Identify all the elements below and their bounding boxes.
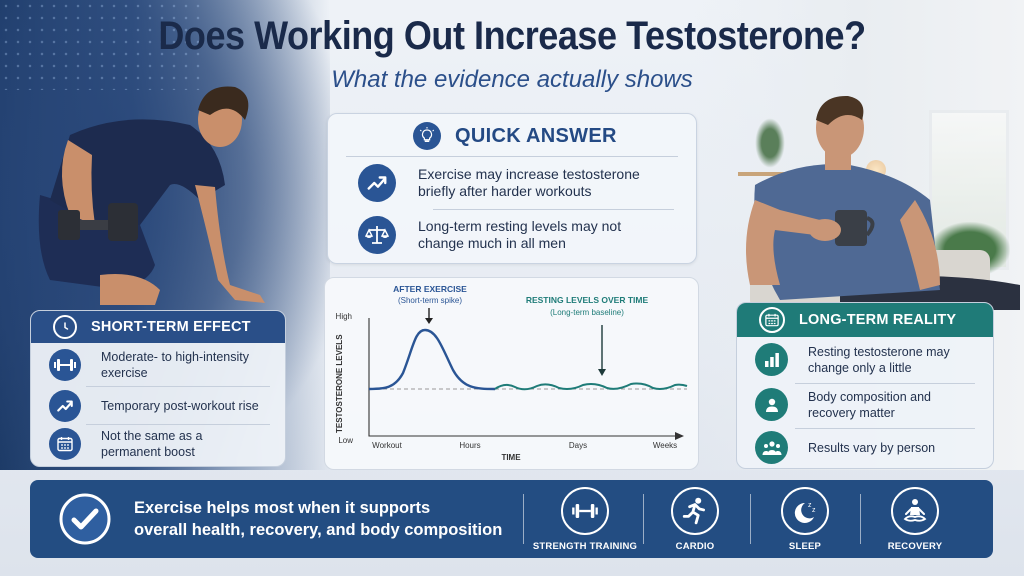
meditation-icon (891, 487, 939, 535)
y-axis-label: TESTOSTERONE LEVELS (335, 334, 344, 433)
lightbulb-icon (413, 122, 441, 150)
quick-answer-card: QUICK ANSWER Exercise may increase testo… (327, 113, 697, 264)
x-tick: Hours (459, 441, 480, 450)
long-term-item: Resting testosterone may change only a l… (755, 343, 950, 376)
annotation-after-exercise: AFTER EXERCISE (393, 284, 467, 294)
summary-banner: Exercise helps most when it supports ove… (30, 480, 993, 558)
man-lifting-dumbbell-photo (38, 86, 265, 305)
man-relaxing-with-coffee-photo (746, 95, 1020, 310)
pillar-label: STRENGTH TRAINING (532, 541, 638, 552)
check-circle-icon (58, 492, 112, 551)
person-icon (755, 388, 788, 421)
long-term-reality-card: LONG-TERM REALITY Resting testosterone m… (736, 302, 994, 469)
y-tick-low: Low (338, 436, 353, 445)
short-term-text: permanent boost (101, 445, 195, 459)
long-term-item: Results vary by person (755, 431, 935, 464)
svg-text:z: z (812, 507, 816, 514)
dumbbell-icon (49, 349, 81, 381)
decorative-dot-grid (0, 0, 200, 90)
long-term-text: Body composition and (808, 389, 931, 404)
x-tick: Workout (372, 441, 402, 450)
dumbbell-icon (561, 487, 609, 535)
calendar-icon (759, 307, 785, 333)
pillar-cardio: CARDIO (640, 487, 750, 552)
testosterone-line-chart: AFTER EXERCISE (Short-term spike) RESTIN… (335, 284, 688, 462)
running-icon (671, 487, 719, 535)
x-axis-label: TIME (501, 453, 521, 462)
divider (795, 428, 975, 429)
group-icon (755, 431, 788, 464)
calendar-icon (49, 428, 81, 460)
long-term-text: Resting testosterone may (808, 344, 950, 359)
y-tick-high: High (336, 312, 352, 321)
bar-chart-icon (755, 343, 788, 376)
page-subtitle: What the evidence actually shows (331, 66, 693, 93)
page-title: Does Working Out Increase Testosterone? (158, 14, 866, 58)
pillar-label: CARDIO (675, 541, 715, 552)
short-term-title: SHORT-TERM EFFECT (91, 319, 251, 335)
long-term-text: change only a little (808, 360, 912, 375)
shelf-decor (738, 172, 788, 176)
short-term-header: SHORT-TERM EFFECT (31, 311, 285, 343)
x-tick: Weeks (653, 441, 677, 450)
divider (433, 209, 674, 210)
testosterone-chart-card: AFTER EXERCISE (Short-term spike) RESTIN… (324, 277, 699, 470)
short-term-item: Moderate- to high-intensity exercise (49, 349, 249, 381)
divider (860, 494, 861, 544)
quick-answer-header: QUICK ANSWER (413, 122, 617, 150)
quick-answer-title: QUICK ANSWER (455, 124, 617, 147)
divider (750, 494, 751, 544)
pillar-label: SLEEP (788, 541, 822, 552)
divider (86, 386, 270, 387)
pillar-strength-training: STRENGTH TRAINING (530, 487, 640, 552)
short-term-item: Not the same as a permanent boost (49, 428, 202, 460)
banner-line: overall health, recovery, and body compo… (134, 521, 503, 539)
pillar-recovery: RECOVERY (860, 487, 970, 552)
short-term-text: Moderate- to high-intensity (101, 350, 249, 364)
short-term-text: Not the same as a (101, 429, 203, 443)
quick-answer-text: change much in all men (418, 235, 566, 251)
pillar-label: RECOVERY (887, 541, 943, 552)
balance-scale-icon (358, 216, 396, 254)
divider (523, 494, 524, 544)
quick-answer-text: Long-term resting levels may not (418, 218, 622, 234)
annotation-resting-levels-sub: (Long-term baseline) (550, 308, 624, 317)
short-term-effect-card: SHORT-TERM EFFECT Moderate- to high-inte… (30, 310, 286, 467)
plant-decor (755, 118, 785, 168)
quick-answer-text: briefly after harder workouts (418, 183, 592, 199)
svg-text:z: z (808, 502, 812, 509)
banner-message: Exercise helps most when it supports ove… (134, 497, 502, 541)
short-term-text: Temporary post-workout rise (101, 399, 259, 413)
banner-line: Exercise helps most when it supports (134, 499, 431, 517)
short-term-text: exercise (101, 366, 148, 380)
clock-icon (53, 315, 77, 339)
quick-answer-item: Exercise may increase testosterone brief… (358, 164, 640, 202)
long-term-header: LONG-TERM REALITY (737, 303, 993, 337)
divider (643, 494, 644, 544)
long-term-item: Body composition and recovery matter (755, 388, 931, 421)
long-term-text: recovery matter (808, 405, 895, 420)
divider (795, 383, 975, 384)
short-term-item: Temporary post-workout rise (49, 390, 259, 422)
quick-answer-text: Exercise may increase testosterone (418, 166, 640, 182)
quick-answer-item: Long-term resting levels may not change … (358, 216, 621, 254)
long-term-text: Results vary by person (808, 440, 936, 455)
annotation-after-exercise-sub: (Short-term spike) (398, 296, 462, 305)
x-tick: Days (569, 441, 587, 450)
long-term-title: LONG-TERM REALITY (799, 312, 957, 328)
divider (346, 156, 678, 157)
trending-up-icon (49, 390, 81, 422)
annotation-resting-levels: RESTING LEVELS OVER TIME (526, 295, 649, 305)
trending-up-icon (358, 164, 396, 202)
divider (86, 424, 270, 425)
